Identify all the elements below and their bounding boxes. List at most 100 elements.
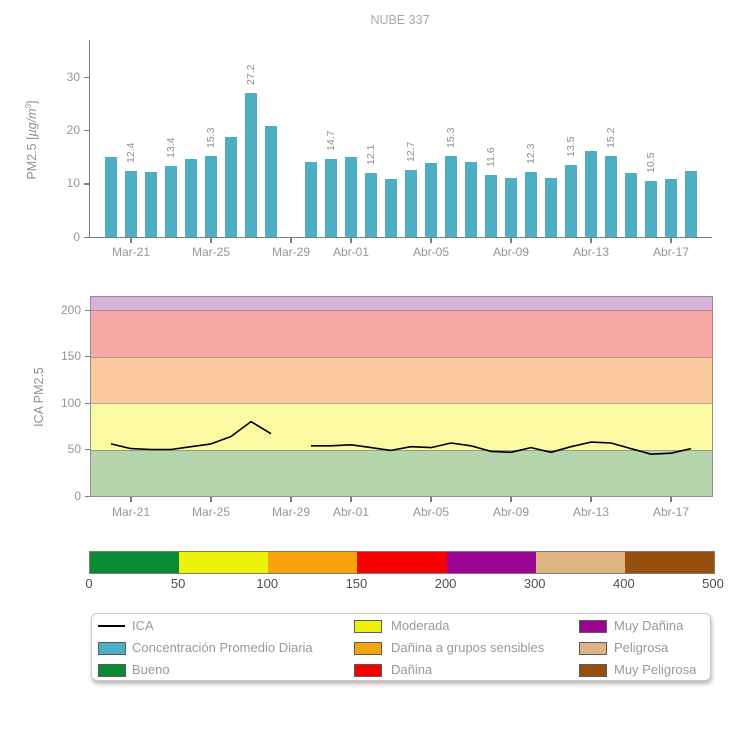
x-tick-label: Mar-25 — [191, 245, 231, 259]
pm25-bar-chart: 0 10 20 30 Mar-21 Mar-25 Mar-29 Abr-01 Abr-05 Abr… — [0, 0, 750, 270]
bar-value-label: 12.4 — [125, 142, 137, 164]
legend-swatch — [354, 619, 382, 633]
legend-swatch — [579, 641, 607, 655]
ica-line-path — [110, 420, 692, 455]
y-tickmark — [85, 402, 90, 404]
pm25-bar — [445, 155, 457, 237]
x-tick-label: Abr-01 — [332, 505, 370, 519]
ica-line-chart: 0 50 100 150 200 Mar-21 Mar-25 Mar-29 Abr-01 Abr-… — [0, 280, 750, 530]
pm25-bar — [405, 169, 417, 237]
y-tick-label: 30 — [66, 70, 80, 85]
bar-value-label: 10.5 — [645, 152, 657, 174]
bar-value-label: 13.5 — [565, 136, 577, 158]
colorbar-tick-label: 150 — [345, 576, 368, 591]
legend-item-label: Muy Peligrosa — [614, 662, 697, 677]
colorbar-segment-da-ina-a-grupos-sensibles — [268, 552, 358, 573]
pm25-bar — [265, 126, 277, 237]
pm25-bar — [245, 92, 257, 237]
x-tickmark — [590, 238, 592, 243]
y-tick-label: 200 — [60, 302, 81, 317]
y-tick-label: 100 — [60, 395, 81, 410]
y-tick-label: 150 — [60, 349, 81, 363]
x-tick-label: Mar-25 — [191, 505, 231, 519]
band-boundary-line — [91, 449, 712, 451]
y-tick-label: 50 — [67, 442, 81, 456]
y-tickmark — [85, 309, 90, 311]
x-tickmark — [290, 497, 292, 502]
bar-value-label: 11.6 — [485, 147, 497, 168]
x-tickmark — [130, 238, 132, 243]
x-tickmark — [290, 238, 292, 243]
pm25-bar — [365, 172, 377, 237]
colorbar-segment-peligrosa — [535, 552, 625, 573]
colorbar-tick-label: 500 — [702, 576, 724, 591]
bar-value-label: 27.2 — [245, 64, 257, 85]
legend-item-label: ICA — [132, 618, 154, 633]
legend-swatch — [579, 663, 607, 677]
x-tick-label: Abr-17 — [652, 505, 690, 519]
x-tick-label: Abr-05 — [412, 245, 450, 259]
colorbar-tick-label: 400 — [612, 576, 635, 591]
pm25-bar — [345, 157, 357, 237]
x-tick-label: Mar-21 — [111, 505, 151, 519]
y-tick-label: 10 — [66, 176, 80, 191]
x-tickmark — [590, 497, 592, 502]
legend-line-marker — [98, 625, 125, 627]
legend-swatch — [98, 641, 126, 655]
pm25-bar — [165, 165, 177, 237]
colorbar-segment-moderada — [179, 552, 269, 573]
band-boundary-line — [91, 403, 712, 404]
colorbar-tick-label: 100 — [256, 576, 279, 591]
x-tickmark — [430, 497, 432, 502]
colorbar-tick-label: 50 — [170, 576, 186, 591]
colorbar-tick-label: 0 — [85, 576, 93, 591]
legend-item-label: Bueno — [132, 662, 170, 677]
bar-value-label: 12.1 — [365, 144, 377, 165]
ica-band-da-ina — [91, 310, 712, 357]
x-tick-label: Mar-29 — [271, 245, 311, 259]
x-tickmark — [510, 238, 512, 243]
y-tickmark — [85, 449, 90, 451]
legend-item-label: Moderada — [391, 618, 450, 633]
pm25-bar — [225, 136, 237, 237]
legend-item-label: Muy Dañina — [614, 618, 684, 633]
bar-value-label: 12.7 — [405, 141, 417, 162]
legend-swatch — [579, 619, 607, 633]
y-tickmark — [85, 495, 90, 497]
pm25-bar — [325, 158, 337, 237]
legend-box: ICA Concentración Promedio Diaria Bueno Mod… — [91, 613, 711, 681]
legend-item-label: Dañina a grupos sensibles — [391, 640, 545, 655]
pm25-bar — [545, 178, 557, 237]
x-tickmark — [670, 238, 672, 243]
y-tick-label: 0 — [73, 229, 80, 244]
pm25-bar — [145, 172, 157, 237]
bar-value-label: 15.2 — [605, 127, 617, 149]
pm25-bar — [685, 170, 697, 237]
y-tickmark — [84, 77, 89, 79]
colorbar-segment-muy-da-ina — [446, 552, 536, 573]
colorbar-tick-label: 300 — [523, 576, 546, 591]
legend-item-label: Concentración Promedio Diaria — [132, 640, 313, 655]
bar-value-label: 13.4 — [165, 137, 177, 158]
ica-band-da-ina-a-grupos-sensibles — [91, 356, 712, 403]
x-tickmark — [210, 497, 212, 502]
x-axis-spine — [89, 237, 712, 239]
x-tickmark — [130, 497, 132, 502]
x-tickmark — [670, 497, 672, 502]
legend: ICA Concentración Promedio Diaria Bueno Mod… — [0, 605, 750, 705]
pm25-bar — [485, 175, 497, 237]
colorbar-strip — [89, 551, 715, 574]
bar-value-label: 14.7 — [325, 130, 337, 151]
pm25-bar — [645, 181, 657, 237]
y-tick-label: 20 — [66, 123, 80, 138]
pm25-bar — [625, 173, 637, 237]
colorbar-segment-bueno — [90, 552, 180, 573]
ica-line — [110, 420, 692, 455]
colorbar-segment-da-ina — [357, 552, 447, 573]
x-tick-label: Abr-13 — [572, 505, 610, 519]
colorbar-segment-muy-peligrosa — [624, 552, 714, 573]
y-tick-label: 0 — [74, 488, 81, 503]
bar-value-label: 15.3 — [205, 127, 217, 148]
ica-band-moderada — [91, 403, 712, 450]
